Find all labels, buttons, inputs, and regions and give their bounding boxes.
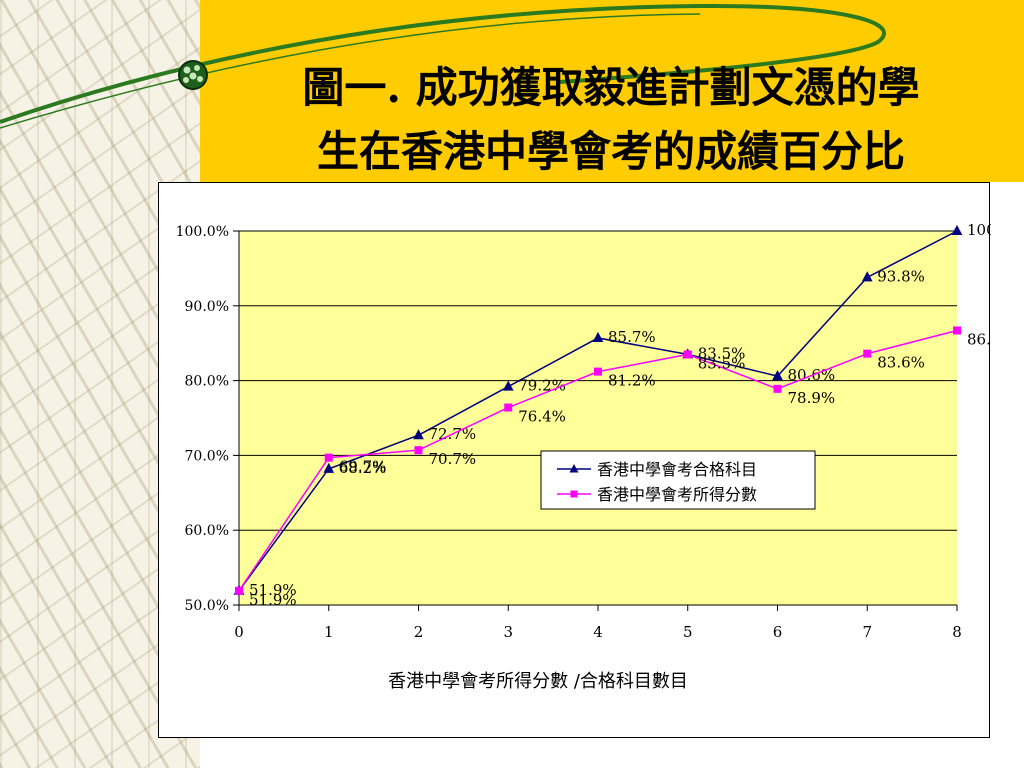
data-label: 81.2% [608, 372, 656, 390]
data-label: 85.7% [608, 328, 656, 346]
data-label: 93.8% [877, 267, 925, 285]
data-point-square [235, 586, 243, 595]
x-tick-label: 0 [234, 623, 244, 641]
x-axis-title: 香港中學會考所得分數 /合格科目數目 [388, 671, 688, 692]
x-tick-label: 4 [593, 623, 603, 641]
y-tick-label: 80.0% [185, 374, 229, 390]
globe-bullet-icon [178, 60, 208, 90]
y-tick-label: 100.0% [176, 224, 229, 240]
legend-label: 香港中學會考合格科目 [597, 460, 757, 479]
data-label: 51.9% [249, 591, 297, 609]
data-label: 78.9% [788, 389, 836, 407]
data-point-square [504, 403, 513, 412]
slide-title: 圖一. 成功獲取毅進計劃文憑的學 生在香港中學會考的成績百分比 [302, 63, 920, 176]
data-label: 76.4% [518, 408, 566, 426]
data-point-square [773, 384, 782, 393]
data-label: 83.5% [698, 354, 746, 372]
data-point-triangle [592, 331, 604, 342]
data-label: 70.7% [429, 450, 477, 468]
data-label: 69.7% [339, 458, 387, 476]
data-point-square [324, 453, 333, 462]
y-tick-label: 90.0% [185, 299, 229, 315]
x-tick-label: 1 [324, 623, 334, 641]
data-point-triangle [772, 370, 783, 381]
data-point-triangle [413, 429, 424, 440]
y-tick-label: 70.0% [185, 448, 229, 464]
x-tick-label: 5 [683, 623, 693, 641]
data-label: 79.2% [518, 377, 566, 395]
data-point-square [414, 446, 423, 455]
line-chart: 50.0%60.0%70.0%80.0%90.0%100.0%0 1 2 3 4 5 6 7 8… [176, 221, 991, 692]
data-label: 51.9% [249, 581, 297, 599]
x-tick-label: 3 [503, 623, 513, 641]
legend-marker-triangle [569, 464, 579, 473]
legend-marker-square [570, 490, 578, 498]
data-label: 83.5% [698, 344, 746, 362]
data-label: 83.6% [877, 354, 925, 372]
data-point-square [683, 350, 692, 359]
data-label: 68.2% [339, 459, 387, 477]
data-point-square [863, 349, 872, 358]
data-label: 86.7% [967, 330, 991, 348]
x-tick-label: 6 [773, 623, 783, 641]
plot-area [239, 231, 957, 605]
x-tick-label: 2 [414, 623, 424, 641]
y-tick-label: 50.0% [185, 598, 229, 614]
legend-box [540, 450, 816, 510]
data-point-triangle [861, 271, 873, 282]
data-point-triangle [951, 224, 963, 235]
data-point-square [594, 367, 602, 376]
x-tick-label: 7 [862, 623, 872, 641]
chart-container: 50.0% 60.0% 70.0% 80.0% 90.0% 100.0% 0 1 2 3 4 5 6 7 8… [158, 182, 991, 738]
legend-label: 香港中學會考所得分數 [597, 485, 757, 504]
data-label: 100.0% [967, 221, 991, 239]
data-point-triangle [323, 462, 335, 473]
data-point-triangle [502, 380, 514, 391]
x-tick-label: 8 [952, 623, 962, 641]
y-tick-label: 60.0% [185, 523, 229, 539]
data-point-square [953, 326, 961, 335]
